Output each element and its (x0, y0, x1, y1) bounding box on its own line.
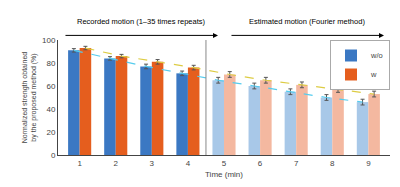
svg-text:Recorded motion (1–35 times re: Recorded motion (1–35 times repeats) (77, 17, 205, 26)
svg-text:Time (min): Time (min) (205, 170, 243, 179)
svg-text:80: 80 (46, 59, 55, 68)
svg-text:3: 3 (150, 159, 155, 168)
svg-text:20: 20 (46, 128, 55, 137)
svg-text:8: 8 (330, 159, 335, 168)
svg-text:6: 6 (258, 159, 263, 168)
svg-text:4: 4 (186, 159, 191, 168)
svg-text:w/o: w/o (370, 51, 383, 60)
svg-text:60: 60 (46, 82, 55, 91)
svg-text:7: 7 (294, 159, 299, 168)
svg-text:9: 9 (366, 159, 371, 168)
svg-text:5: 5 (222, 159, 227, 168)
svg-text:0: 0 (51, 151, 56, 160)
svg-text:Estimated motion (Fourier meth: Estimated motion (Fourier method) (249, 17, 365, 26)
svg-text:40: 40 (46, 105, 55, 114)
svg-text:100: 100 (42, 36, 56, 45)
svg-text:w: w (370, 70, 377, 79)
svg-text:Normalized strength obtainedby: Normalized strength obtainedby the propo… (21, 52, 38, 144)
svg-text:1: 1 (77, 159, 82, 168)
svg-text:2: 2 (114, 159, 119, 168)
